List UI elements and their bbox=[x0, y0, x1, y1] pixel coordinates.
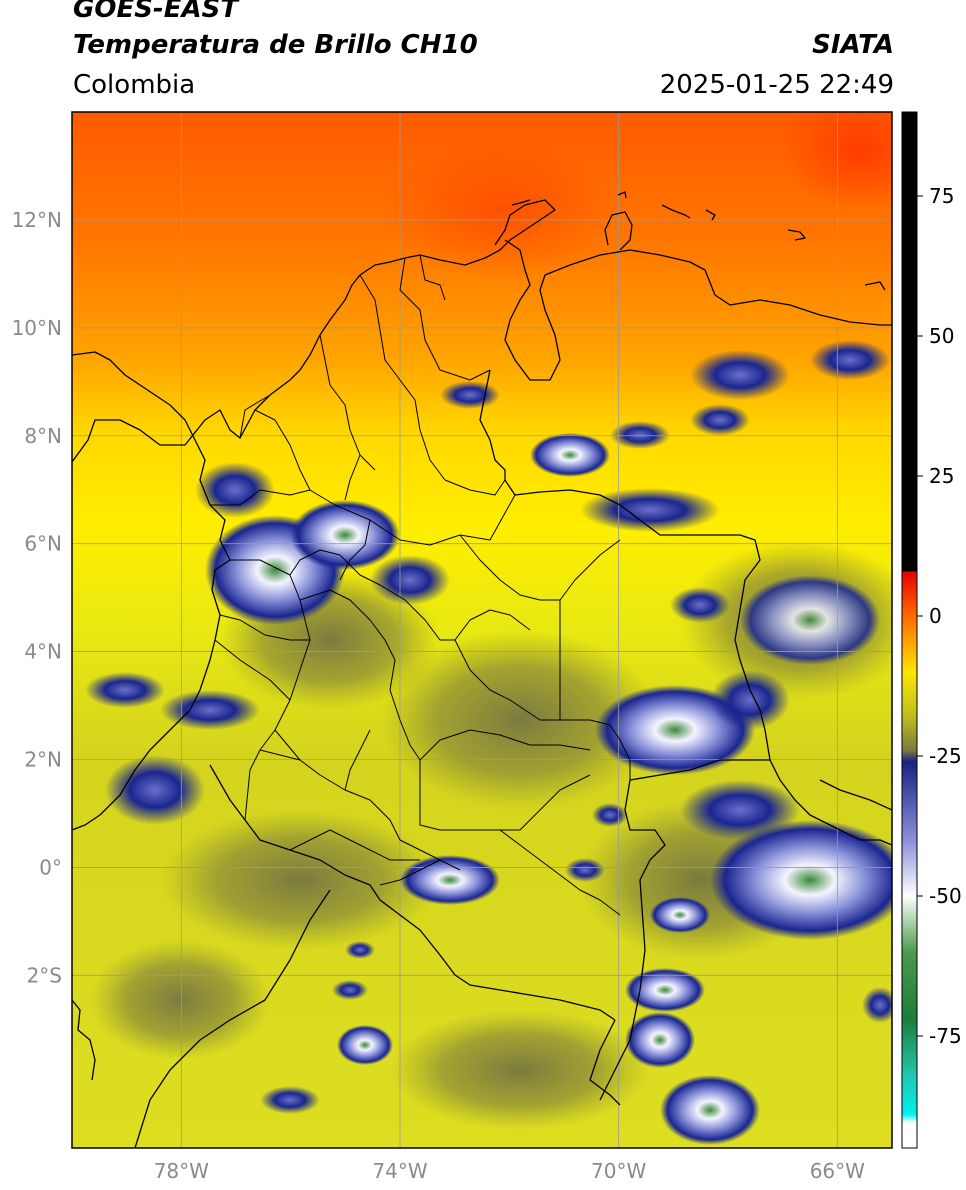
region-label: Colombia bbox=[73, 70, 196, 100]
latitude-tick-label: 4°N bbox=[24, 640, 62, 664]
colorbar-tick-label: 25 bbox=[929, 464, 954, 488]
latitude-tick-label: 6°N bbox=[24, 532, 62, 556]
latitude-tick-label: 0° bbox=[39, 855, 62, 879]
satellite-title: GOES-EAST bbox=[73, 0, 239, 24]
ecuador-peru-border bbox=[134, 889, 331, 1148]
latitude-tick-label: 10°N bbox=[12, 316, 62, 340]
latitude-tick-label: 8°N bbox=[24, 424, 62, 448]
colorbar-tick-label: 75 bbox=[929, 184, 954, 208]
colorbar: 75 50 25 0 -25 -50 -75 bbox=[901, 111, 962, 1149]
longitude-tick-label: 70°W bbox=[591, 1159, 646, 1183]
longitude-tick-label: 78°W bbox=[154, 1159, 209, 1183]
timestamp-label: 2025-01-25 22:49 bbox=[659, 70, 894, 100]
latitude-axis: 12°N 10°N 8°N 6°N 4°N 2°N 0° 2°S bbox=[12, 208, 62, 987]
colorbar-tick-label: 0 bbox=[929, 604, 942, 628]
agency-label: SIATA bbox=[812, 30, 894, 60]
paraguana bbox=[604, 211, 633, 251]
peru-brazil-border bbox=[589, 1019, 621, 1106]
longitude-axis: 78°W 74°W 70°W 66°W bbox=[154, 1159, 865, 1183]
cloud-features bbox=[85, 112, 892, 1145]
colorbar-tick-label: -75 bbox=[929, 1024, 962, 1048]
product-title: Temperatura de Brillo CH10 bbox=[73, 30, 478, 60]
colorbar-gradient bbox=[902, 112, 917, 1148]
colorbar-frame bbox=[901, 111, 918, 1149]
latitude-tick-label: 12°N bbox=[12, 208, 62, 232]
latitude-tick-label: 2°N bbox=[24, 748, 62, 772]
map-frame bbox=[71, 111, 893, 1149]
caribbean-coastline bbox=[72, 199, 556, 463]
latitude-tick-label: 2°S bbox=[27, 963, 62, 987]
longitude-tick-label: 74°W bbox=[372, 1159, 427, 1183]
department-borders bbox=[210, 254, 631, 916]
colorbar-tick-label: -50 bbox=[929, 884, 962, 908]
ecuador-coast bbox=[72, 999, 96, 1081]
colorbar-tick-label: -25 bbox=[929, 744, 962, 768]
longitude-tick-label: 66°W bbox=[810, 1159, 865, 1183]
colombia-peru-border bbox=[209, 764, 616, 1021]
borders-layer bbox=[72, 191, 892, 1148]
colombia-brazil-border bbox=[599, 759, 770, 1101]
colombia-venezuela-border bbox=[479, 369, 892, 846]
colorbar-tick-label: 50 bbox=[929, 324, 954, 348]
brazil-venezuela-line bbox=[819, 779, 892, 811]
gulf-of-venezuela bbox=[504, 239, 892, 381]
